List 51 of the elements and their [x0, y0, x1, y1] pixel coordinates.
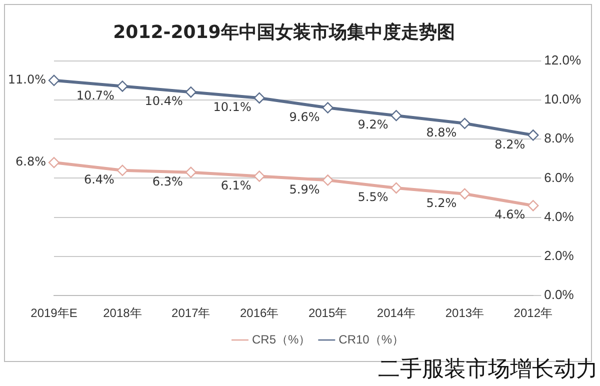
point — [459, 118, 470, 130]
point — [116, 164, 128, 176]
data-label: 6.4% — [84, 172, 114, 186]
data-label: 10.1% — [213, 100, 252, 114]
legend-label: CR10（%） — [338, 332, 404, 346]
y-tick-label: 2.0% — [544, 248, 574, 264]
x-tick-label: 2015年 — [308, 306, 348, 320]
data-label: 5.9% — [289, 182, 320, 196]
point — [116, 80, 128, 92]
y-tick-label: 12.0% — [544, 52, 582, 68]
x-tick-label: 2016年 — [240, 306, 279, 320]
point — [254, 170, 265, 182]
point — [322, 102, 334, 114]
data-label: 11.0% — [8, 72, 46, 86]
point — [322, 174, 334, 186]
data-label: 8.8% — [426, 126, 457, 140]
data-label: 6.8% — [16, 154, 46, 169]
point — [528, 130, 539, 141]
data-label: 5.5% — [358, 190, 388, 204]
point — [390, 182, 402, 194]
legend-label: CR5（%） — [252, 332, 311, 346]
x-tick-label: 2019年E — [30, 306, 78, 320]
point — [528, 200, 539, 212]
point — [48, 74, 60, 86]
data-label: 5.2% — [426, 196, 457, 210]
point — [185, 166, 196, 178]
y-tick-label: 0.0% — [544, 287, 574, 302]
point — [390, 110, 402, 122]
x-tick-label: 2012年 — [514, 306, 552, 320]
point — [254, 92, 265, 104]
y-tick-label: 4.0% — [544, 208, 574, 224]
data-label: 10.7% — [76, 88, 114, 102]
x-tick-label: 2018年 — [103, 306, 142, 320]
x-tick-label: 2013年 — [445, 306, 484, 320]
y-tick-label: 6.0% — [544, 170, 574, 185]
x-tick-label: 2017年 — [172, 306, 210, 320]
y-tick-label: 10.0% — [544, 92, 582, 107]
y-tick-label: 8.0% — [544, 130, 574, 146]
data-label: 9.6% — [289, 110, 320, 124]
data-label: 10.4% — [144, 94, 183, 108]
data-label: 9.2% — [358, 118, 388, 132]
point — [48, 156, 60, 168]
point — [185, 86, 196, 98]
chart-title: 2012-2019年中国女装市场集中度走势图 — [112, 21, 456, 44]
x-tick-label: 2014年 — [376, 306, 416, 320]
data-label: 4.6% — [494, 208, 526, 222]
data-label: 6.3% — [152, 174, 183, 188]
data-label: 6.1% — [220, 178, 252, 192]
text: 二手服装市场增长动力 — [378, 356, 598, 384]
data-label: 8.2% — [494, 137, 526, 152]
point — [459, 188, 470, 200]
